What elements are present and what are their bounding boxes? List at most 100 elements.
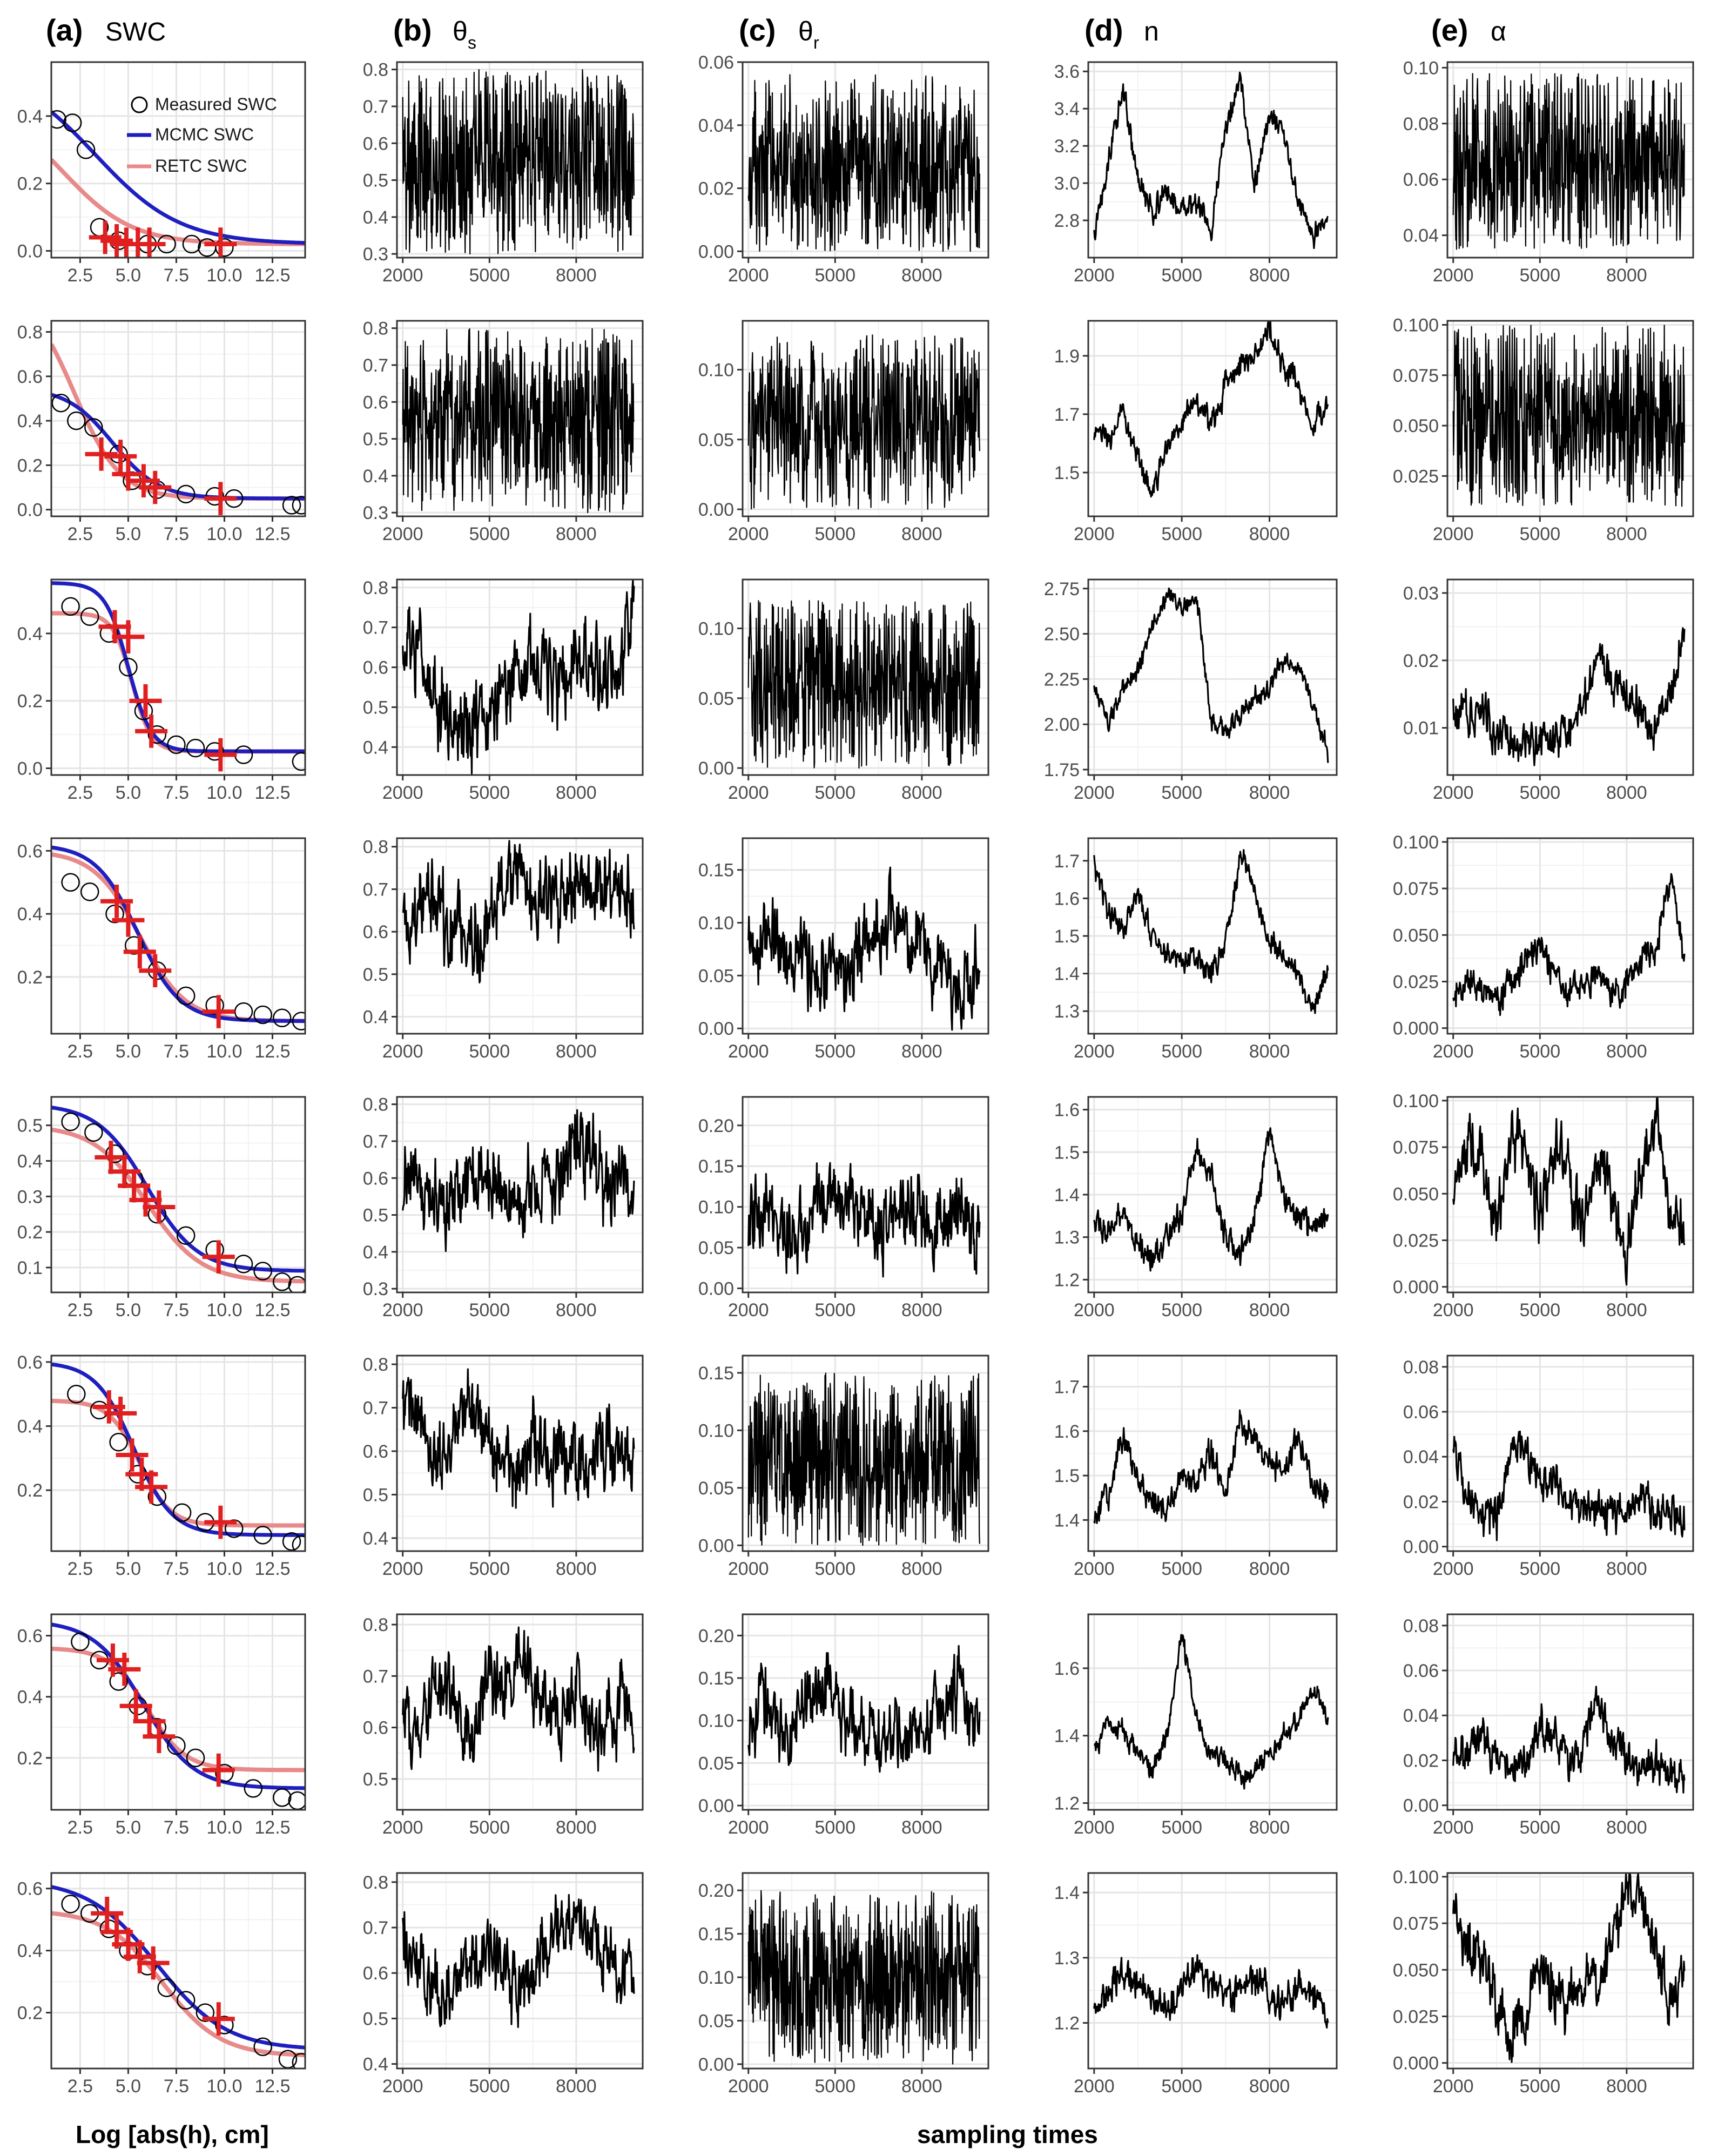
trace-theta_s-row-2: 2000 5000 8000 0.3 0.4 0.5 0.6 0.7 0.8	[363, 319, 644, 544]
trace-n-row-5-tick-label-x: 5000	[1161, 1300, 1202, 1320]
swc-panel-1-tick-label-y: 0.2	[17, 174, 43, 194]
trace-alpha-row-4-frame	[1446, 837, 1694, 1035]
swc-panel-6-tick-label-x: 10.0	[206, 1559, 242, 1579]
trace-alpha-row-8-tick-label-y: 0.025	[1393, 2006, 1439, 2027]
trace-theta_s-row-4-frame	[396, 837, 644, 1035]
trace-n-row-5-trace-line	[1093, 1127, 1329, 1272]
trace-n-row-1-tick-label-y: 2.8	[1054, 211, 1080, 231]
svg-text:(d): (d)	[1084, 13, 1123, 47]
trace-alpha-row-7-tick-label-y: 0.02	[1403, 1750, 1439, 1771]
trace-theta_r-row-2-tick-label-y: 0.05	[698, 430, 734, 450]
swc-panel-6-tick-label-x: 2.5	[68, 1559, 93, 1579]
trace-theta_r-row-1-tick-label-y: 0.00	[698, 241, 734, 262]
trace-n-row-4-tick-label-y: 1.4	[1054, 964, 1080, 985]
trace-theta_r-row-6-tick-label-y: 0.10	[698, 1420, 734, 1441]
trace-theta_r-row-2-trace-line	[747, 334, 980, 510]
swc-panel-8-error-bar	[91, 1896, 124, 1930]
swc-panel-3-tick-label-x: 2.5	[68, 783, 93, 803]
trace-theta_r-row-6-tick-label-x: 2000	[728, 1559, 769, 1579]
trace-alpha-row-3-tick-label-x: 5000	[1519, 783, 1560, 803]
trace-theta_s-row-7-tick-label-y: 0.8	[363, 1615, 388, 1635]
trace-theta_r-row-8-tick-label-y: 0.20	[698, 1881, 734, 1901]
trace-alpha-row-3-tick-label-y: 0.01	[1403, 718, 1439, 739]
swc-panel-7-measured-point	[215, 1763, 234, 1783]
trace-theta_r-row-6-tick-label-y: 0.05	[698, 1478, 734, 1499]
trace-n-row-1-frame	[1087, 61, 1338, 259]
swc-panel-2: 2.5 5.0 7.5 10.0 12.5 0.0 0.2 0.4 0.6 0.8	[17, 320, 306, 544]
trace-alpha-row-8-tick-label-x: 2000	[1433, 2076, 1474, 2097]
trace-theta_s-row-3: 2000 5000 8000 0.4 0.5 0.6 0.7 0.8	[363, 578, 644, 803]
trace-theta_r-row-5-tick-label-y: 0.00	[698, 1278, 734, 1299]
trace-alpha-row-2: 2000 5000 8000 0.025 0.050 0.075 0.100	[1393, 315, 1694, 544]
swc-panel-6-measured-point	[67, 1384, 86, 1404]
swc-panel-6-error-bar	[116, 1438, 149, 1472]
trace-theta_s-row-7-tick-label-x: 5000	[469, 1817, 510, 1838]
trace-theta_r-row-8: 2000 5000 8000 0.00 0.05 0.10 0.15 0.20	[698, 1872, 989, 2097]
swc-panel-2-frame	[50, 320, 306, 517]
column-header-c-subscript: r	[813, 33, 819, 52]
trace-theta_r-row-3-tick-label-y: 0.00	[698, 758, 734, 779]
trace-alpha-row-1-trace-line	[1452, 73, 1685, 250]
trace-n-row-5-tick-label-y: 1.5	[1054, 1142, 1080, 1163]
swc-panel-2-measured-point	[292, 496, 305, 515]
column-header-e: (e) α	[1431, 13, 1506, 47]
trace-n-row-1-tick-label-y: 3.2	[1054, 136, 1080, 157]
legend-measured-marker	[131, 96, 148, 113]
trace-n-row-6-tick-label-x: 5000	[1161, 1559, 1202, 1579]
column-header-c-label: θ	[798, 16, 813, 46]
swc-panel-3-plot-area	[51, 581, 305, 772]
trace-theta_r-row-5-tick-label-x: 5000	[814, 1300, 855, 1320]
trace-alpha-row-5-tick-label-y: 0.050	[1393, 1184, 1439, 1204]
trace-alpha-row-5-tick-label-y: 0.100	[1393, 1091, 1439, 1111]
trace-alpha-row-5-tick-label-x: 5000	[1519, 1300, 1560, 1320]
trace-theta_s-row-8-tick-label-x: 8000	[556, 2076, 597, 2097]
trace-alpha-row-7: 2000 5000 8000 0.00 0.02 0.04 0.06 0.08	[1403, 1613, 1694, 1838]
trace-alpha-row-7-tick-label-x: 8000	[1606, 1817, 1647, 1838]
trace-n-row-5-tick-label-y: 1.4	[1054, 1185, 1080, 1205]
trace-n-row-2-trace-line	[1093, 321, 1329, 498]
trace-theta_s-row-1-tick-label-y: 0.8	[363, 60, 388, 80]
trace-theta_s-row-1-tick-label-y: 0.7	[363, 97, 388, 117]
swc-panel-3-tick-label-y: 0.0	[17, 759, 43, 779]
trace-alpha-row-2-tick-label-x: 5000	[1519, 524, 1560, 544]
swc-panel-3-measured-point	[119, 658, 138, 677]
swc-panel-5-tick-label-x: 10.0	[206, 1300, 242, 1320]
trace-n-row-4: 2000 5000 8000 1.3 1.4 1.5 1.6 1.7	[1054, 837, 1338, 1062]
trace-alpha-row-2-tick-label-y: 0.050	[1393, 416, 1439, 436]
trace-theta_r-row-6-frame	[742, 1355, 989, 1552]
trace-n-row-6-tick-label-x: 2000	[1074, 1559, 1115, 1579]
trace-theta_r-row-1-tick-label-x: 2000	[728, 265, 769, 286]
trace-theta_s-row-8: 2000 5000 8000 0.4 0.5 0.6 0.7 0.8	[363, 1872, 644, 2097]
column-header-b-label: θ	[453, 16, 468, 46]
column-header-a: (a) SWC	[46, 13, 166, 47]
trace-theta_s-row-8-tick-label-x: 5000	[469, 2076, 510, 2097]
trace-theta_s-row-6-tick-label-y: 0.6	[363, 1441, 388, 1462]
trace-n-row-4-tick-label-y: 1.7	[1054, 851, 1080, 872]
trace-theta_s-row-7-tick-label-y: 0.5	[363, 1769, 388, 1790]
trace-theta_s-row-4-tick-label-x: 2000	[382, 1041, 423, 1062]
trace-theta_r-row-3-tick-label-y: 0.05	[698, 689, 734, 709]
swc-panel-4: 2.5 5.0 7.5 10.0 12.5 0.2 0.4 0.6	[17, 837, 306, 1062]
swc-panel-4-measured-point	[61, 873, 80, 892]
trace-n-row-3-tick-label-y: 2.00	[1044, 715, 1080, 735]
trace-alpha-row-6-tick-label-y: 0.08	[1403, 1357, 1439, 1378]
svg-text:(a): (a)	[46, 13, 83, 47]
trace-n-row-3-tick-label-y: 2.75	[1044, 579, 1080, 599]
swc-panel-7-tick-label-x: 5.0	[116, 1817, 141, 1838]
swc-panel-3-measured-point	[292, 752, 305, 771]
trace-theta_r-row-3-frame	[742, 578, 989, 776]
trace-n-row-5-tick-label-x: 8000	[1249, 1300, 1290, 1320]
trace-n-row-7-tick-label-y: 1.2	[1054, 1794, 1080, 1814]
trace-n-row-5-tick-label-y: 1.3	[1054, 1228, 1080, 1248]
swc-panel-8-tick-label-x: 7.5	[164, 2076, 189, 2097]
swc-panel-4-tick-label-y: 0.4	[17, 904, 43, 925]
trace-alpha-row-4-tick-label-y: 0.000	[1393, 1019, 1439, 1039]
trace-theta_s-row-4-trace-line	[402, 840, 635, 983]
swc-panel-6-plot-area	[51, 1362, 305, 1551]
trace-theta_r-row-8-tick-label-y: 0.10	[698, 1968, 734, 1988]
trace-theta_s-row-5: 2000 5000 8000 0.3 0.4 0.5 0.6 0.7 0.8	[363, 1095, 644, 1320]
swc-panel-1-measured-point	[215, 238, 234, 257]
swc-panel-6-tick-label-y: 0.4	[17, 1417, 43, 1437]
swc-panel-7-error-bar	[119, 1689, 152, 1723]
trace-theta_s-row-7-tick-label-x: 8000	[556, 1817, 597, 1838]
